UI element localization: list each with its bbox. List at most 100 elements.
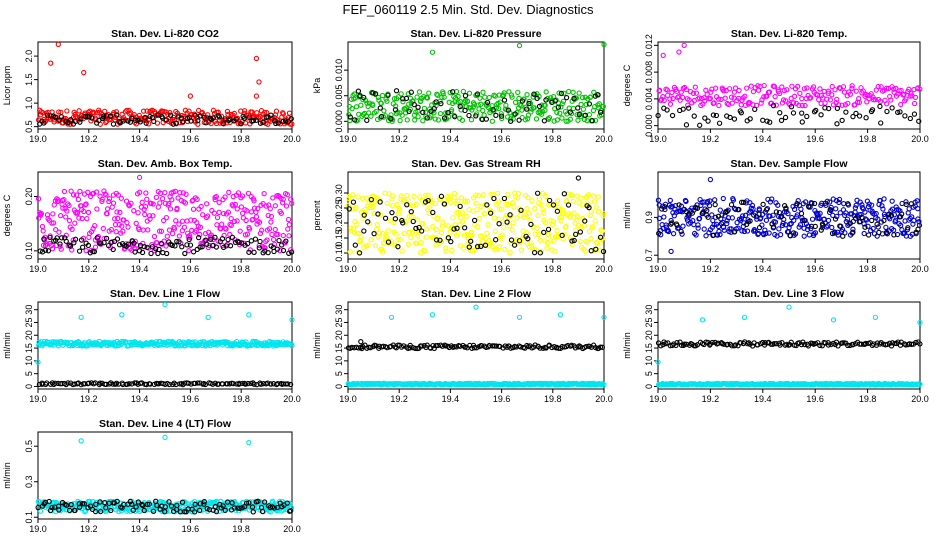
data-point (52, 380, 58, 386)
data-point (390, 193, 396, 199)
data-point (396, 207, 403, 213)
data-point (250, 216, 256, 223)
data-point (875, 83, 881, 90)
data-point (164, 250, 170, 257)
data-point (829, 83, 835, 90)
data-point (156, 228, 163, 234)
data-point (895, 91, 901, 97)
data-point (280, 232, 286, 239)
data-point (216, 114, 222, 120)
data-point (172, 188, 179, 194)
data-point (256, 219, 263, 225)
data-point (251, 381, 257, 387)
y-tick-label: 30 (334, 305, 344, 315)
data-point (265, 249, 271, 256)
data-point (257, 120, 264, 126)
data-point (669, 112, 676, 119)
data-point (582, 112, 589, 118)
data-point (495, 199, 502, 205)
y-axis-label: percent (312, 200, 322, 231)
data-point (473, 345, 480, 351)
data-point (44, 241, 50, 247)
data-point (347, 117, 353, 124)
data-point (125, 241, 132, 247)
data-point (412, 345, 418, 352)
data-point (546, 197, 553, 204)
data-point (901, 91, 907, 97)
data-point (853, 88, 859, 94)
data-point (347, 114, 353, 120)
data-point (902, 113, 908, 119)
data-point (524, 106, 530, 112)
data-point (690, 90, 697, 97)
data-point (86, 380, 92, 386)
y-tick-label: 1.0 (24, 97, 34, 110)
data-point (577, 229, 583, 235)
data-point (57, 212, 64, 219)
data-point (77, 188, 83, 195)
data-point (114, 112, 120, 118)
data-point (478, 243, 484, 249)
data-point (696, 215, 703, 222)
data-point (542, 102, 548, 108)
data-point (701, 226, 707, 232)
panel-10: Stan. Dev. Line 4 (LT) Flow ml/min 19.0 19.… (2, 418, 301, 534)
series-points (37, 112, 294, 127)
data-point (423, 192, 429, 198)
data-point (435, 215, 441, 221)
outlier-point (429, 312, 436, 318)
data-point (852, 205, 859, 211)
data-point (391, 96, 398, 102)
data-point (600, 248, 607, 255)
data-point (742, 212, 749, 219)
data-point (695, 222, 701, 228)
data-point (686, 105, 692, 111)
data-point (455, 99, 461, 105)
data-point (554, 109, 560, 116)
panel-title: Stan. Dev. Li-820 Pressure (410, 28, 541, 40)
data-point (65, 380, 71, 386)
outlier-point (187, 93, 194, 99)
data-point (875, 216, 881, 222)
y-tick-label: 0.3 (24, 475, 34, 488)
data-point (877, 98, 884, 105)
data-point (128, 200, 134, 206)
data-point (488, 191, 494, 197)
data-point (739, 213, 746, 219)
data-point (408, 89, 414, 95)
x-tick-label: 19.2 (702, 264, 720, 274)
data-point (79, 215, 85, 222)
data-point (849, 83, 855, 89)
data-point (597, 109, 604, 115)
data-point (37, 508, 44, 514)
data-point (201, 114, 207, 121)
outlier-point (81, 69, 87, 76)
data-point (395, 236, 401, 243)
data-point (753, 102, 760, 108)
data-point (555, 104, 561, 110)
plot-frame (37, 41, 293, 130)
panel-title: Stan. Dev. Gas Stream RH (411, 158, 540, 170)
data-point (430, 224, 436, 230)
data-point (425, 192, 431, 198)
data-point (777, 110, 783, 116)
outlier-point (246, 312, 252, 318)
y-axis-label: Licor ppm (2, 66, 12, 106)
y-axis-label: kPa (312, 78, 322, 94)
data-point (349, 105, 355, 112)
data-point (278, 210, 284, 216)
data-point (760, 201, 766, 208)
data-point (361, 228, 367, 234)
data-point (420, 221, 426, 227)
data-point (705, 118, 711, 124)
data-point (286, 222, 292, 228)
data-point (668, 217, 674, 224)
data-point (45, 248, 52, 254)
data-point (448, 239, 454, 245)
data-point (903, 96, 909, 102)
data-point (588, 248, 594, 254)
data-point (279, 200, 286, 206)
data-point (484, 202, 490, 208)
data-point (67, 243, 74, 249)
data-point (159, 195, 166, 202)
